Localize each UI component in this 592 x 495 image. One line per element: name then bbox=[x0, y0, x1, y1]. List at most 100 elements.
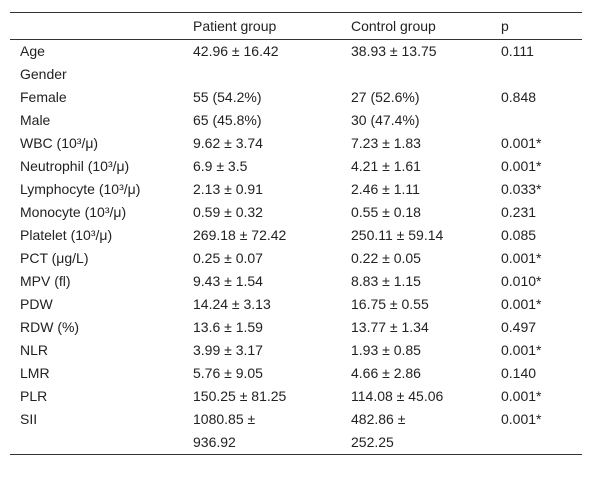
table-cell: Age bbox=[10, 40, 193, 64]
cell-value: 3.99 ± 3.17 bbox=[193, 342, 263, 358]
table-cell: 0.231 bbox=[501, 201, 582, 224]
table-row: MPV (fl) 9.43 ± 1.54 8.83 ± 1.15 0.010* bbox=[10, 270, 582, 293]
cell-value: 0.140 bbox=[501, 365, 537, 381]
table-cell: 0.001* bbox=[501, 155, 582, 178]
cell-value: 7.23 ± 1.83 bbox=[351, 135, 421, 151]
cell-value: 0.231 bbox=[501, 204, 537, 220]
cell-value: 0.59 ± 0.32 bbox=[193, 204, 263, 220]
cell-value: 8.83 ± 1.15 bbox=[351, 273, 421, 289]
table-cell: 0.033* bbox=[501, 178, 582, 201]
cell-value: 9.62 ± 3.74 bbox=[193, 135, 263, 151]
cell-value: 0.55 ± 0.18 bbox=[351, 204, 421, 220]
table-cell: 0.001* bbox=[501, 247, 582, 270]
table-cell: 13.77 ± 1.34 bbox=[351, 316, 501, 339]
table-cell: 150.25 ± 81.25 bbox=[193, 385, 351, 408]
table-cell: 0.001* bbox=[501, 132, 582, 155]
cell-value: 0.033* bbox=[501, 181, 542, 197]
table-cell: 6.9 ± 3.5 bbox=[193, 155, 351, 178]
table-cell: MPV (fl) bbox=[10, 270, 193, 293]
row-label: NLR bbox=[20, 342, 49, 358]
table-cell: Platelet (10³/μ) bbox=[10, 224, 193, 247]
table-cell: 0.010* bbox=[501, 270, 582, 293]
table-cell: 0.001* bbox=[501, 293, 582, 316]
table-cell: 0.848 bbox=[501, 86, 582, 109]
row-label: Gender bbox=[20, 66, 67, 82]
cell-value: 55 (54.2%) bbox=[193, 89, 262, 105]
table-cell: Female bbox=[10, 86, 193, 109]
table-cell: 269.18 ± 72.42 bbox=[193, 224, 351, 247]
cell-value: 38.93 ± 13.75 bbox=[351, 43, 437, 59]
table-row: Neutrophil (10³/μ) 6.9 ± 3.5 4.21 ± 1.61 0.… bbox=[10, 155, 582, 178]
cell-value: 13.77 ± 1.34 bbox=[351, 319, 429, 335]
table-cell: WBC (10³/μ) bbox=[10, 132, 193, 155]
cell-value: 250.11 ± 59.14 bbox=[351, 227, 444, 243]
row-label: Age bbox=[20, 43, 45, 59]
data-table: Patient group Control group p Age 42.96 ±… bbox=[10, 12, 582, 455]
cell-value: 4.21 ± 1.61 bbox=[351, 158, 421, 174]
table-cell bbox=[351, 63, 501, 86]
cell-value: 269.18 ± 72.42 bbox=[193, 227, 287, 243]
row-label: LMR bbox=[20, 365, 50, 381]
cell-value: 16.75 ± 0.55 bbox=[351, 296, 429, 312]
table-cell: PDW bbox=[10, 293, 193, 316]
row-label: Lymphocyte (10³/μ) bbox=[20, 181, 141, 197]
table-body: Age 42.96 ± 16.42 38.93 ± 13.75 0.111 Gender… bbox=[10, 40, 582, 455]
cell-value: 1.93 ± 0.85 bbox=[351, 342, 421, 358]
table-cell: 0.001* bbox=[501, 385, 582, 408]
row-label: Monocyte (10³/μ) bbox=[20, 204, 127, 220]
row-label: PCT (μg/L) bbox=[20, 250, 89, 266]
table-cell: Monocyte (10³/μ) bbox=[10, 201, 193, 224]
table-cell: 0.59 ± 0.32 bbox=[193, 201, 351, 224]
table-cell: 0.111 bbox=[501, 40, 582, 64]
table-cell: 9.62 ± 3.74 bbox=[193, 132, 351, 155]
table-cell: RDW (%) bbox=[10, 316, 193, 339]
table-cell: 14.24 ± 3.13 bbox=[193, 293, 351, 316]
cell-value: 482.86 ± 252.25 bbox=[351, 411, 406, 450]
table-row: Male 65 (45.8%) 30 (47.4%) bbox=[10, 109, 582, 132]
header-cell: Patient group bbox=[193, 18, 277, 34]
table-cell bbox=[193, 63, 351, 86]
header-row: Patient group Control group p bbox=[10, 12, 582, 40]
table-cell: 3.99 ± 3.17 bbox=[193, 339, 351, 362]
cell-value: 0.001* bbox=[501, 388, 542, 404]
table-cell: 0.25 ± 0.07 bbox=[193, 247, 351, 270]
table-cell bbox=[501, 109, 582, 132]
table-cell: 2.13 ± 0.91 bbox=[193, 178, 351, 201]
table-cell: 27 (52.6%) bbox=[351, 86, 501, 109]
cell-value: 65 (45.8%) bbox=[193, 112, 262, 128]
cell-value: 42.96 ± 16.42 bbox=[193, 43, 279, 59]
cell-value: 0.001* bbox=[501, 342, 542, 358]
cell-value: 1080.85 ± 936.92 bbox=[193, 411, 256, 450]
table-cell: Gender bbox=[10, 63, 193, 86]
table-cell: LMR bbox=[10, 362, 193, 385]
table-cell: 0.001* bbox=[501, 339, 582, 362]
table-row: Monocyte (10³/μ) 0.59 ± 0.32 0.55 ± 0.18 0.… bbox=[10, 201, 582, 224]
cell-value: 0.010* bbox=[501, 273, 542, 289]
row-label: WBC (10³/μ) bbox=[20, 135, 99, 151]
cell-value: 2.13 ± 0.91 bbox=[193, 181, 263, 197]
table-row: Gender bbox=[10, 63, 582, 86]
table-cell: 4.21 ± 1.61 bbox=[351, 155, 501, 178]
table-row: Platelet (10³/μ) 269.18 ± 72.42 250.11 ± 5… bbox=[10, 224, 582, 247]
cell-value: 5.76 ± 9.05 bbox=[193, 365, 263, 381]
table-cell: SII bbox=[10, 408, 193, 455]
table-cell: PLR bbox=[10, 385, 193, 408]
header-cell bbox=[10, 13, 193, 40]
table-row: SII 1080.85 ± 936.92 482.86 ± 252.25 0.001* bbox=[10, 408, 582, 455]
cell-value: 0.22 ± 0.05 bbox=[351, 250, 421, 266]
cell-value: 30 (47.4%) bbox=[351, 112, 420, 128]
cell-value: 6.9 ± 3.5 bbox=[193, 158, 248, 174]
table-cell: 1.93 ± 0.85 bbox=[351, 339, 501, 362]
table-cell: Neutrophil (10³/μ) bbox=[10, 155, 193, 178]
table-cell: PCT (μg/L) bbox=[10, 247, 193, 270]
table-row: Female 55 (54.2%) 27 (52.6%) 0.848 bbox=[10, 86, 582, 109]
header-cell: Control group bbox=[351, 18, 436, 34]
table-row: PCT (μg/L) 0.25 ± 0.07 0.22 ± 0.05 0.001* bbox=[10, 247, 582, 270]
table-row: NLR 3.99 ± 3.17 1.93 ± 0.85 0.001* bbox=[10, 339, 582, 362]
table-cell: 16.75 ± 0.55 bbox=[351, 293, 501, 316]
table-cell: 38.93 ± 13.75 bbox=[351, 40, 501, 64]
table-cell: 0.497 bbox=[501, 316, 582, 339]
row-label: Female bbox=[20, 89, 67, 105]
table-cell: 2.46 ± 1.11 bbox=[351, 178, 501, 201]
